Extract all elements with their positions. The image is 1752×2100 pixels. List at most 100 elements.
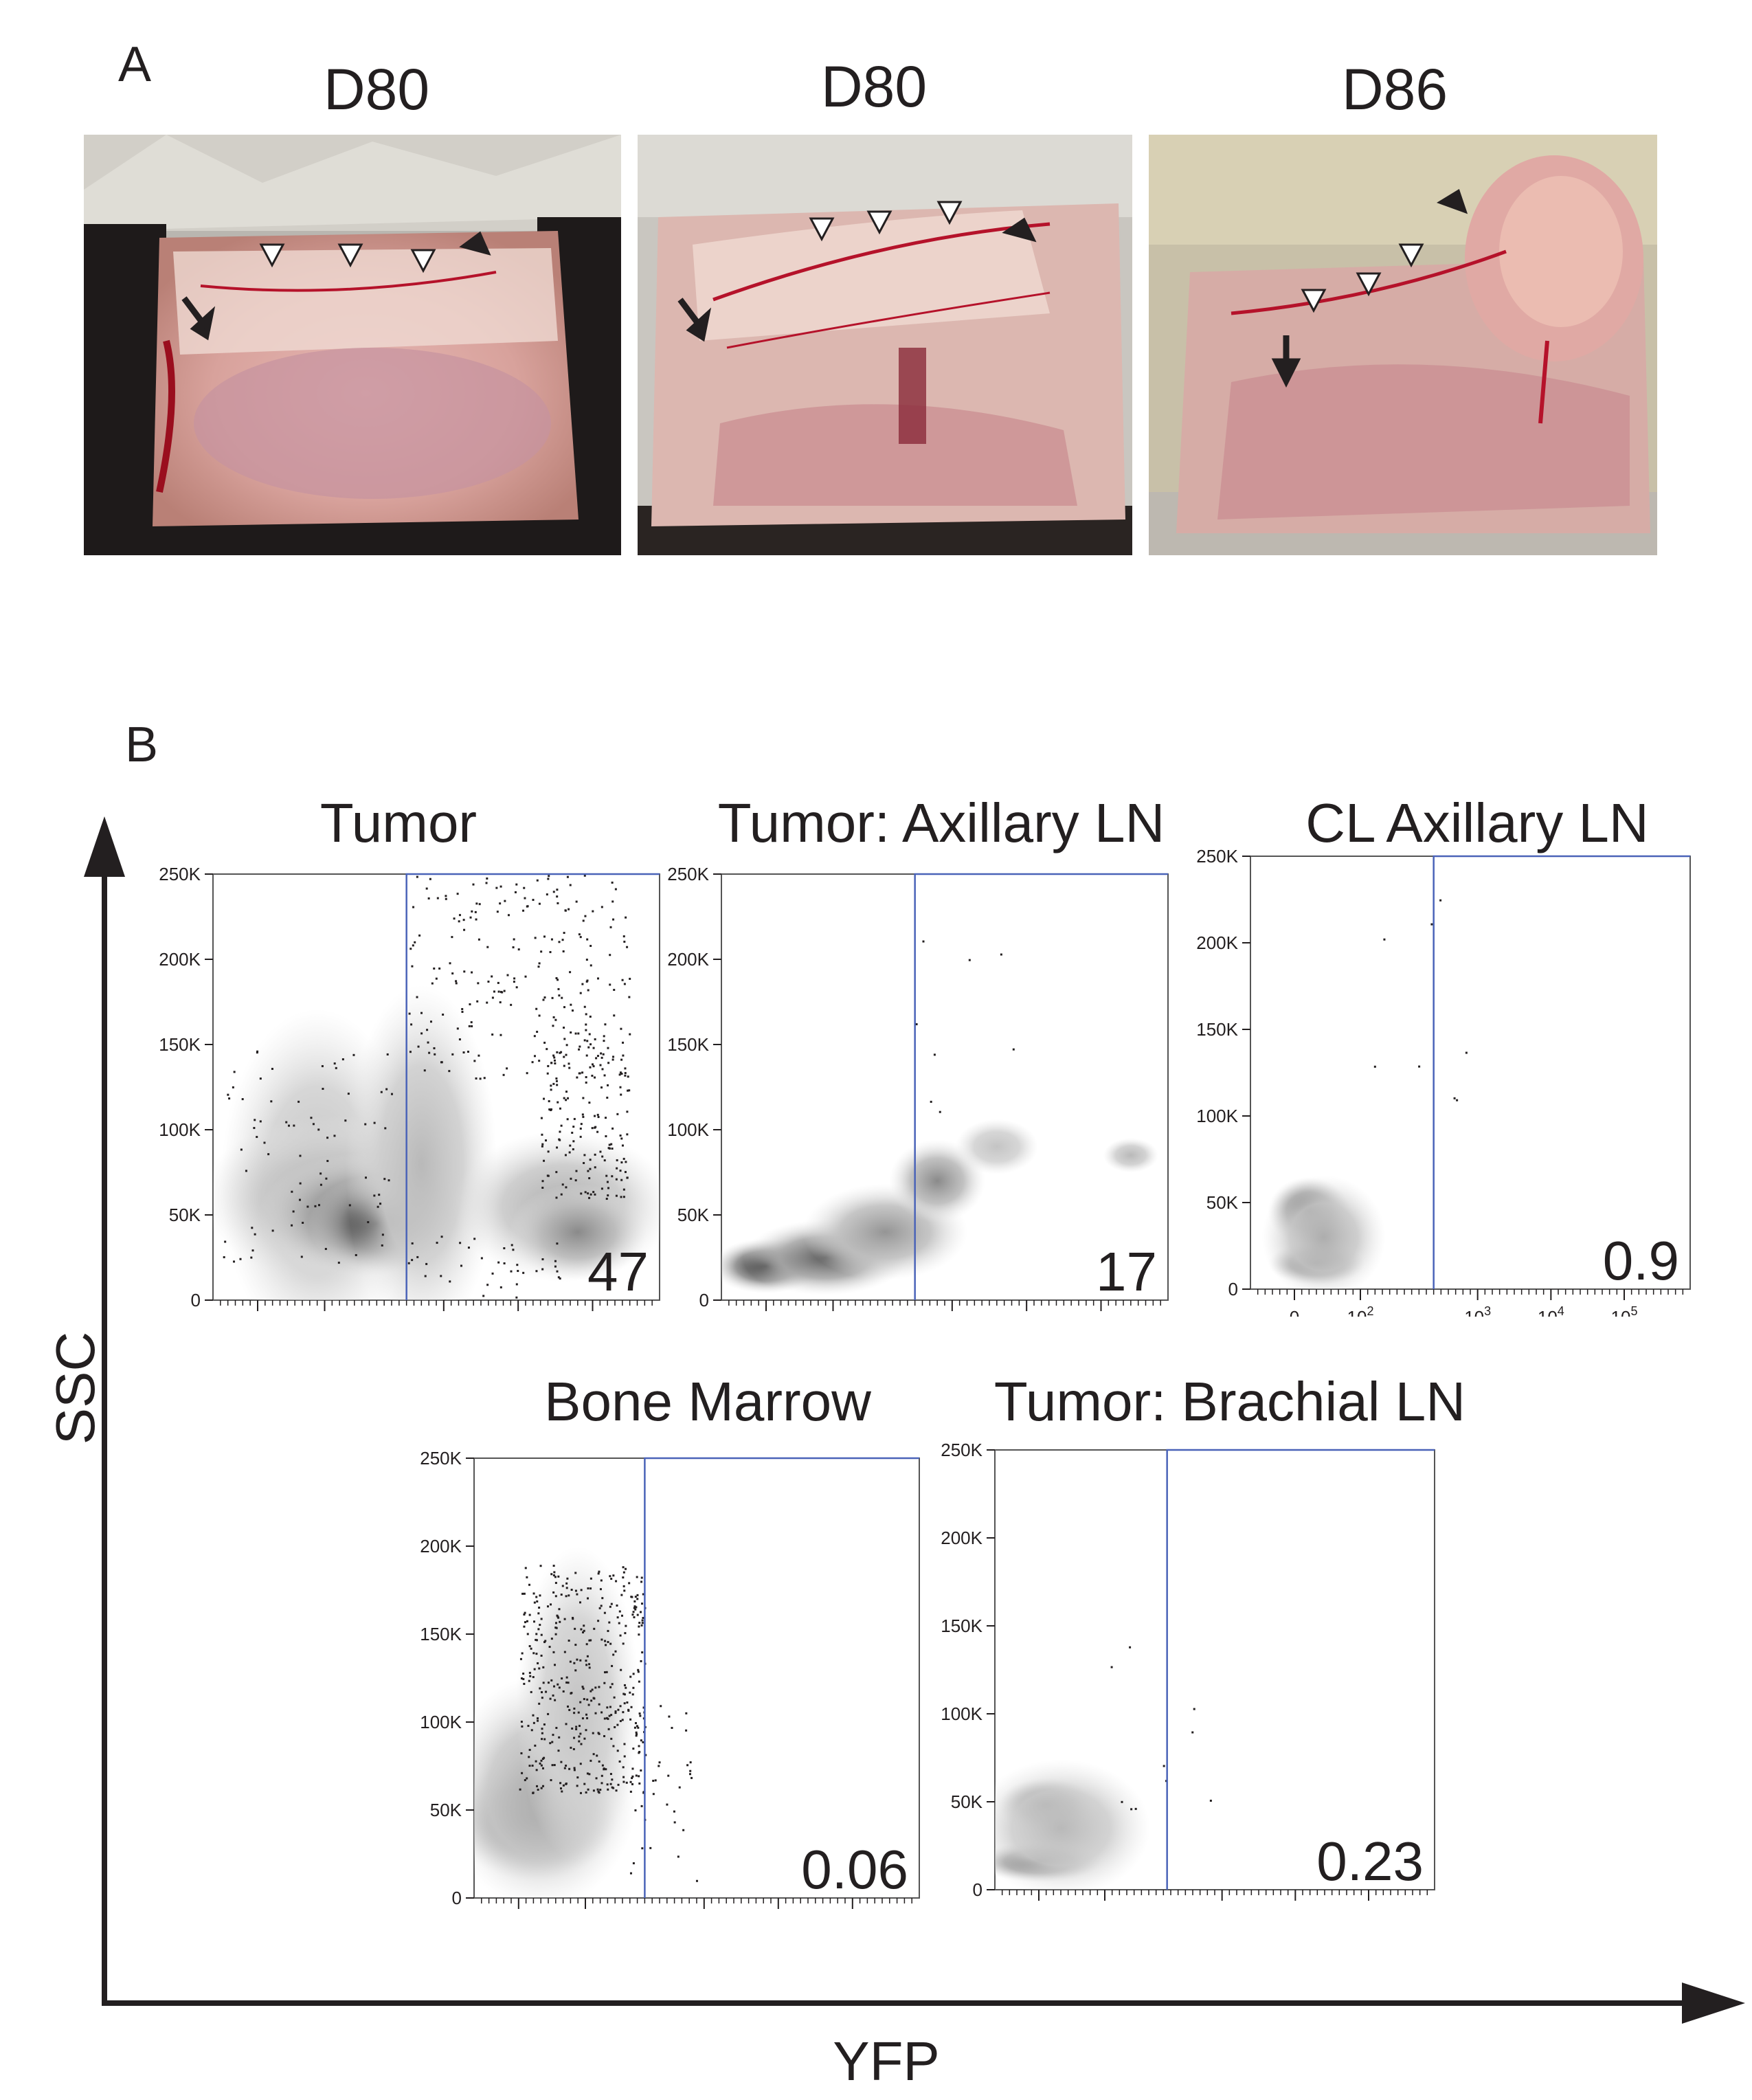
event-dot: [530, 1647, 532, 1650]
event-dot: [411, 1242, 414, 1244]
event-dot: [250, 1256, 253, 1259]
event-dot: [555, 1196, 558, 1199]
event-dot: [285, 1121, 288, 1124]
event-dot: [598, 1686, 600, 1688]
event-dot: [535, 1639, 538, 1642]
event-dot: [603, 1717, 606, 1720]
event-dot: [412, 906, 415, 908]
event-dot: [584, 915, 587, 917]
event-dot: [506, 974, 509, 976]
event-dot: [542, 1666, 545, 1668]
event-dot: [521, 1652, 524, 1655]
event-dot: [461, 1011, 464, 1014]
event-dot: [632, 1862, 635, 1865]
y-tick-label: 150K: [420, 1624, 462, 1644]
event-dot: [598, 1703, 600, 1706]
event-dot: [589, 1587, 592, 1590]
event-dot: [563, 1026, 565, 1029]
event-dot: [605, 1717, 608, 1719]
event-dot: [326, 1159, 329, 1162]
event-dot: [629, 1675, 632, 1678]
event-dot: [409, 948, 412, 950]
panel-a-label: A: [118, 37, 152, 92]
plot-title-tumor-brachial-ln: Tumor: Brachial LN: [993, 1371, 1466, 1432]
event-dot: [634, 1596, 637, 1598]
event-dot: [609, 926, 612, 928]
event-dot: [609, 1773, 612, 1776]
event-dot: [602, 1053, 605, 1055]
event-dot: [442, 1014, 445, 1016]
y-tick-label: 0: [699, 1290, 709, 1310]
event-dot: [540, 1117, 543, 1119]
event-dot: [478, 1054, 480, 1057]
event-dot: [538, 902, 541, 905]
event-dot: [531, 1061, 534, 1064]
event-dot: [228, 1097, 231, 1100]
event-dot: [587, 1704, 590, 1706]
event-dot: [568, 1151, 571, 1154]
event-dot: [418, 934, 421, 937]
event-dot: [554, 1582, 557, 1585]
event-dot: [239, 1258, 242, 1260]
dissection-photo-3-drawing: [1149, 135, 1657, 555]
event-dot: [610, 1143, 613, 1146]
event-dot: [689, 1769, 692, 1772]
event-dot: [541, 1145, 543, 1148]
event-dot: [542, 1682, 545, 1684]
y-tick-label: 250K: [941, 1440, 982, 1460]
event-dot: [640, 1660, 642, 1662]
event-dot: [546, 893, 548, 896]
event-dot: [631, 1596, 633, 1598]
event-dot: [549, 1742, 552, 1745]
event-dot: [557, 1750, 560, 1752]
y-tick-label: 250K: [1196, 849, 1238, 867]
event-dot: [572, 1126, 575, 1128]
event-dot: [546, 1048, 548, 1051]
event-dot: [620, 1668, 622, 1671]
event-dot: [513, 977, 516, 980]
event-dot: [533, 1035, 536, 1038]
event-dot: [579, 1601, 582, 1604]
event-dot: [582, 919, 585, 922]
event-dot: [596, 1055, 599, 1058]
event-dot: [609, 1642, 612, 1645]
event-dot: [540, 1654, 543, 1657]
event-dot: [424, 1275, 427, 1277]
event-dot: [624, 1072, 627, 1075]
event-dot: [598, 1607, 601, 1609]
event-dot: [585, 1713, 587, 1716]
event-dot: [539, 1624, 541, 1627]
event-dot: [576, 1658, 579, 1661]
event-dot: [1453, 1097, 1456, 1099]
event-dot: [310, 1117, 313, 1119]
event-dot: [455, 980, 458, 983]
event-dot: [667, 1774, 670, 1777]
event-dot: [536, 1600, 539, 1602]
event-dot: [557, 1276, 560, 1279]
event-dot: [552, 891, 555, 893]
event-dot: [597, 977, 600, 980]
y-tick-label: 200K: [1196, 932, 1238, 953]
event-dot: [534, 937, 537, 939]
event-dot: [1209, 1799, 1212, 1802]
event-dot: [583, 1698, 585, 1701]
event-dot: [384, 1127, 387, 1130]
event-dot: [618, 1610, 621, 1613]
event-dot: [499, 1286, 502, 1288]
event-dot: [537, 1628, 540, 1631]
event-dot: [567, 1097, 570, 1099]
event-dot: [633, 1607, 636, 1609]
event-dot: [552, 1082, 555, 1085]
event-dot: [471, 1025, 473, 1027]
event-dot: [541, 1728, 543, 1730]
event-dot: [555, 977, 558, 980]
event-dot: [588, 1102, 591, 1104]
event-dot: [462, 919, 465, 921]
event-dot: [423, 1069, 426, 1072]
event-dot: [526, 1633, 529, 1635]
x-tick-label: 105: [579, 1315, 606, 1317]
event-dot: [547, 1682, 550, 1684]
event-dot: [582, 1631, 585, 1633]
event-dot: [1129, 1646, 1132, 1649]
event-dot: [631, 1783, 633, 1785]
